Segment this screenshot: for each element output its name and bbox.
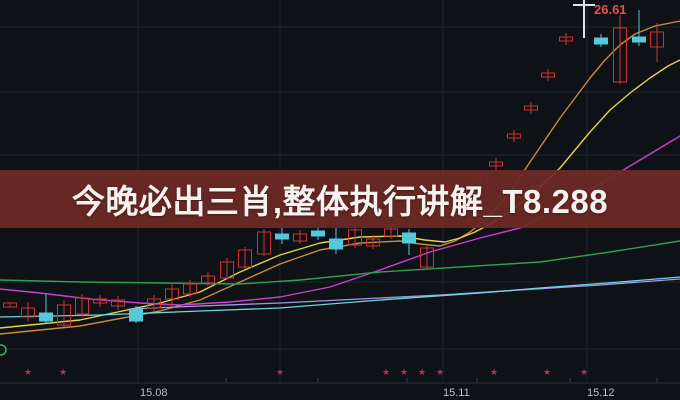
candle-up	[183, 283, 197, 295]
candle-up	[613, 27, 627, 83]
candle-up	[384, 228, 398, 237]
candle-down	[275, 233, 289, 240]
candle-down	[39, 312, 53, 322]
x-axis-label: 15.11	[443, 387, 470, 399]
signal-star-marker: ★	[400, 368, 408, 378]
candle-up	[3, 302, 17, 308]
candle-up	[93, 298, 107, 304]
ma-lavender-line	[129, 278, 680, 310]
signal-star-marker: ★	[59, 368, 67, 378]
overlay-banner: 今晚必出三肖,整体执行讲解_T8.288	[0, 170, 680, 228]
candle-up	[507, 133, 521, 139]
candle-down	[329, 238, 343, 250]
candle-up	[650, 31, 664, 48]
candle-up	[257, 231, 271, 255]
candle-up	[57, 304, 71, 326]
candle-up	[220, 261, 234, 279]
signal-star-marker: ★	[418, 368, 426, 378]
ma-yellow-line	[0, 59, 680, 329]
signal-star-marker: ★	[490, 368, 498, 378]
candle-down	[129, 308, 143, 322]
candle-up	[559, 36, 573, 42]
candle-up	[541, 72, 555, 78]
signal-star-marker: ★	[543, 368, 551, 378]
candle-up	[111, 299, 125, 307]
signal-star-marker: ★	[276, 368, 284, 378]
candle-up	[489, 161, 503, 167]
candle-up	[366, 238, 380, 247]
overlay-banner-text: 今晚必出三肖,整体执行讲解_T8.288	[71, 183, 609, 220]
candle-up	[524, 105, 538, 111]
x-axis-label: 15.12	[587, 387, 615, 399]
candle-down	[402, 232, 416, 244]
candle-up	[147, 298, 161, 309]
crosshair-price-label: 26.61	[594, 2, 627, 17]
candle-up	[420, 247, 434, 268]
candle-up	[348, 229, 362, 246]
green-ring-marker	[0, 344, 7, 356]
signal-star-marker: ★	[436, 368, 444, 378]
candle-up	[293, 233, 307, 242]
candle-up	[75, 297, 89, 315]
candle-up	[201, 275, 215, 284]
candle-down	[311, 230, 325, 237]
candle-down	[632, 36, 646, 43]
x-axis-label: 15.08	[140, 387, 168, 399]
ma-green-line	[0, 240, 680, 285]
signal-star-marker: ★	[580, 368, 588, 378]
signal-star-marker: ★	[24, 368, 32, 378]
candle-up	[165, 288, 179, 300]
candle-down	[594, 37, 608, 45]
candle-up	[238, 249, 252, 268]
signal-star-marker: ★	[382, 368, 390, 378]
candle-up	[21, 307, 35, 318]
